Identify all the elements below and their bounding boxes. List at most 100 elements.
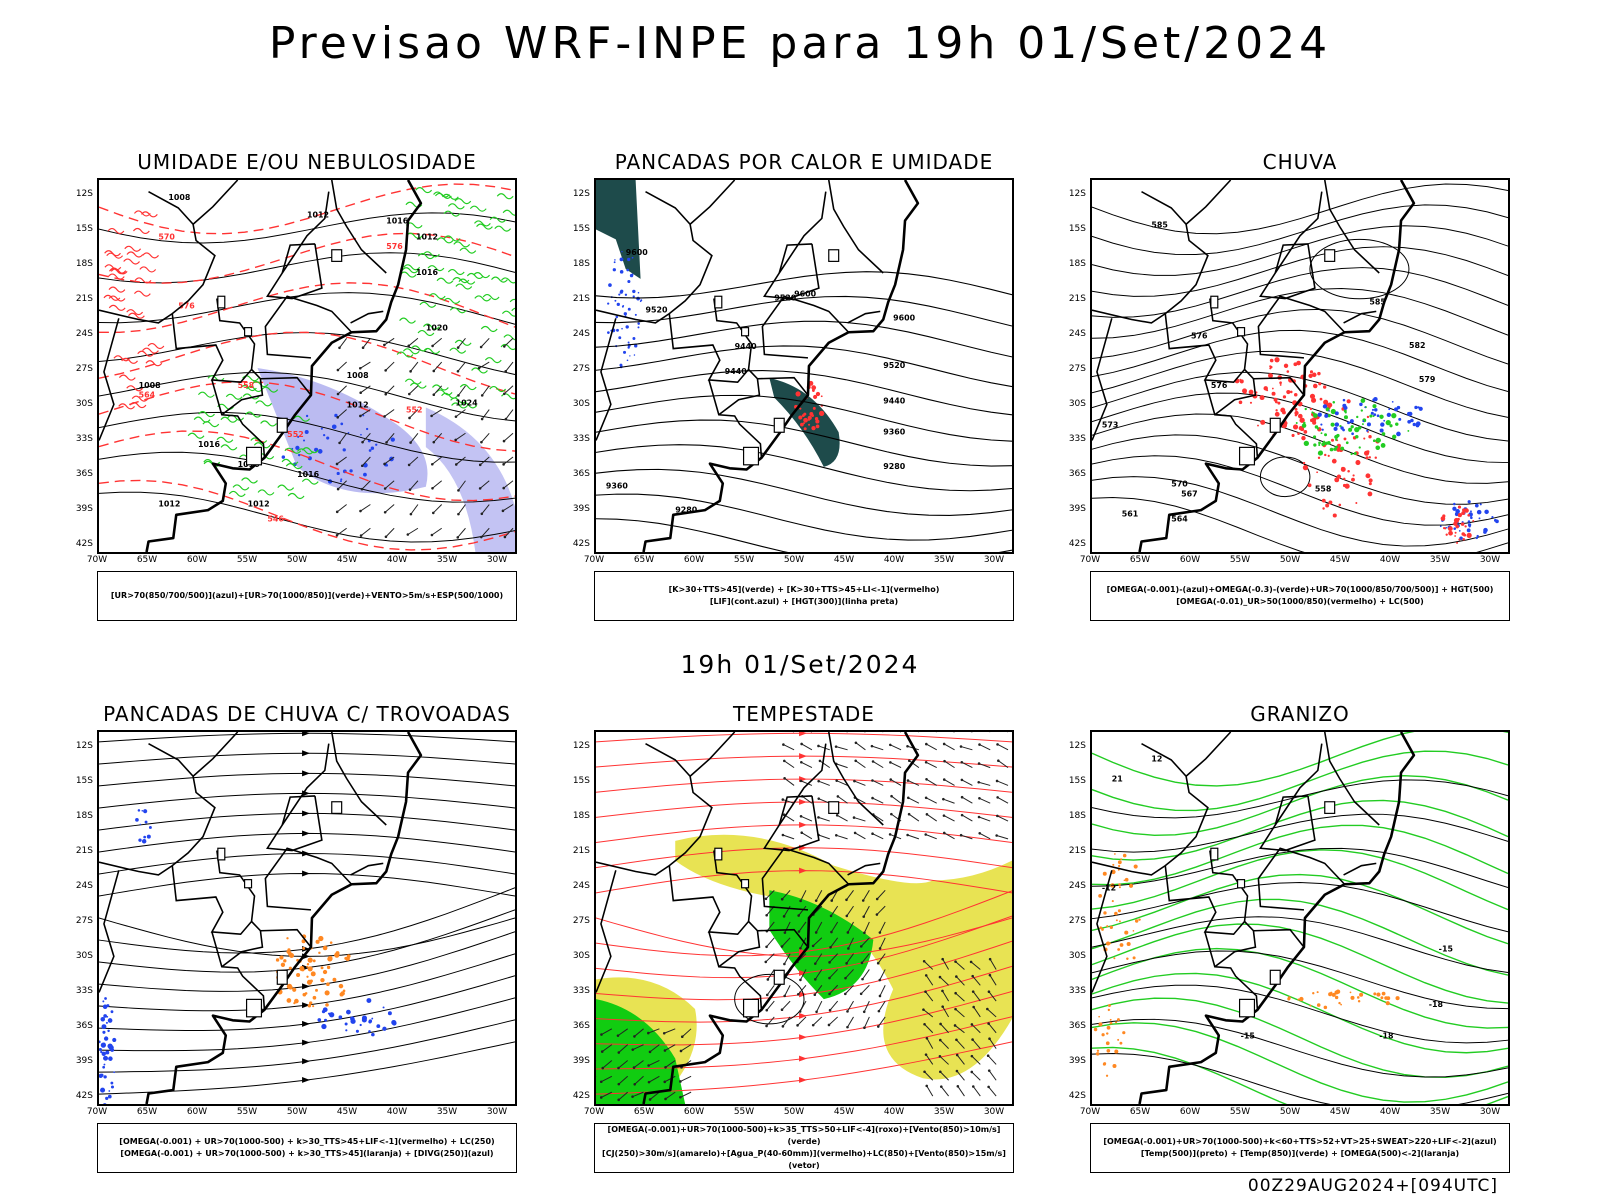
contour-label: 1008 (139, 381, 162, 390)
wind850-vector (846, 953, 854, 964)
omega-orange-dot (1297, 998, 1300, 1001)
wind-vector-head (432, 393, 436, 396)
wind-vector (502, 504, 514, 512)
wind850-vector (818, 745, 830, 751)
wind850-vector (944, 779, 955, 786)
rain-red-dot (1292, 424, 1299, 430)
rain-red-dot (1443, 527, 1446, 530)
instability-li-dot (803, 427, 807, 431)
rain-blue-dot (1394, 407, 1398, 412)
wind-vector-head (456, 346, 460, 349)
rain-red-dot (1457, 517, 1460, 521)
divergence-blue-dot (100, 1050, 103, 1054)
wind850-vector-head (925, 778, 928, 781)
latitude-tick-label: 36S (572, 469, 590, 479)
wind850-vector-head (845, 962, 848, 965)
wind850-vector-head (783, 994, 786, 998)
wind850-vector-head (797, 914, 800, 917)
wind850-vector-head (941, 957, 944, 961)
wind850-vector (801, 761, 813, 769)
wind850-vector (665, 1060, 676, 1068)
rain-red-dot (1273, 397, 1278, 402)
wind-vector (481, 385, 490, 396)
rain-red-dot (1282, 395, 1287, 399)
panel-legend: [OMEGA(-0.001)-(azul)+OMEGA(-0.3)-(verde… (1090, 571, 1510, 621)
wind850-vector-head (871, 760, 875, 763)
wind850-vector (782, 834, 795, 840)
wind850-vector (784, 760, 795, 769)
wind850-vector (601, 1028, 613, 1035)
panel-title: UMIDADE E/OU NEBULOSIDADE (137, 150, 477, 174)
political-border (596, 190, 713, 324)
wind-vector (505, 409, 514, 420)
latitude-tick-label: 39S (1068, 1056, 1086, 1066)
wind-vector (433, 385, 443, 396)
streamline (596, 801, 1012, 818)
streamline-arrow (302, 732, 310, 737)
temp850-contour (1092, 873, 1508, 945)
wind850-vector-head (764, 897, 768, 901)
political-border (99, 870, 120, 993)
wind850-vector (970, 961, 981, 970)
lif-contour-dot (614, 299, 617, 302)
wind850-vector-head (799, 946, 802, 950)
wind850-vector-head (815, 1010, 818, 1014)
wind-vector (505, 361, 514, 372)
contour-label: 12 (1151, 755, 1162, 764)
humidity-blue-dot (281, 455, 286, 459)
humidity-low-levels-contour (489, 216, 507, 223)
wind-vector-head (480, 417, 484, 421)
wind850-vector (956, 1070, 965, 1081)
rain-red-dot (1368, 478, 1373, 483)
wind850-vector-head (780, 1008, 784, 1011)
contour-label: 9520 (646, 306, 669, 315)
wind850-vector (814, 953, 823, 964)
rain-green-dot (1375, 445, 1381, 451)
wind850-vector-head (995, 834, 998, 837)
wind850-vector (955, 976, 965, 986)
map-panel: 585 585 582 579 576 576 573 570 567 564 561 558 (1090, 178, 1510, 554)
streamline-arrow (799, 970, 807, 976)
rain-green-dot (1380, 443, 1386, 448)
wind-vector-head (361, 440, 364, 444)
thunderstorm-orange-dot (329, 941, 333, 944)
wind850-vector (797, 1016, 807, 1026)
omega-orange-dot (1098, 1015, 1100, 1018)
longitude-tick-label: 70W (1079, 1107, 1101, 1117)
latitude-tick-label: 18S (572, 259, 590, 269)
longitude-tick-label: 50W (1279, 1107, 1301, 1117)
wind850-vector (988, 991, 997, 1002)
contour-label: 552 (287, 430, 304, 439)
low-center-contour (734, 973, 805, 1025)
humidity-low-levels-contour (496, 193, 514, 200)
wind-vector (408, 456, 419, 466)
wind850-vector-head (765, 993, 769, 997)
wind850-vector-head (663, 1049, 667, 1052)
latitude-tick-label: 24S (75, 881, 93, 891)
divergence-blue-dot (146, 834, 151, 839)
divergence-blue-dot (102, 1065, 106, 1069)
thunderstorm-orange-dot (338, 983, 344, 989)
latitude-tick-label: 24S (1068, 329, 1086, 339)
wind850-vector (800, 780, 813, 786)
omega-orange-dot (1334, 995, 1339, 1000)
legend-line: [OMEGA(-0.01)_UR>50(1000/850)(vermelho) … (1176, 597, 1424, 606)
divergence-blue-dot (391, 1019, 397, 1026)
rain-blue-dot (1322, 404, 1328, 409)
humidity-low-levels-contour (428, 293, 446, 300)
humidity-low-levels-contour (241, 477, 258, 484)
political-border (718, 920, 761, 968)
wind850-vector-head (863, 931, 866, 935)
wind850-vector (925, 991, 934, 1002)
humidity-low-levels-contour (459, 247, 477, 254)
map-panel: -15 -18 -15 -18 -12 12 21 (1090, 730, 1510, 1106)
wind-vector-head (384, 392, 388, 396)
wind-vector-head (503, 345, 506, 348)
divergence-blue-dot (101, 1051, 106, 1057)
wind-vector (458, 504, 466, 515)
rain-blue-dot (1351, 432, 1354, 436)
wind850-vector (997, 743, 1009, 751)
rain-green-dot (1330, 408, 1336, 415)
omega-orange-dot (1132, 930, 1135, 932)
wind-vector-head (384, 369, 387, 372)
